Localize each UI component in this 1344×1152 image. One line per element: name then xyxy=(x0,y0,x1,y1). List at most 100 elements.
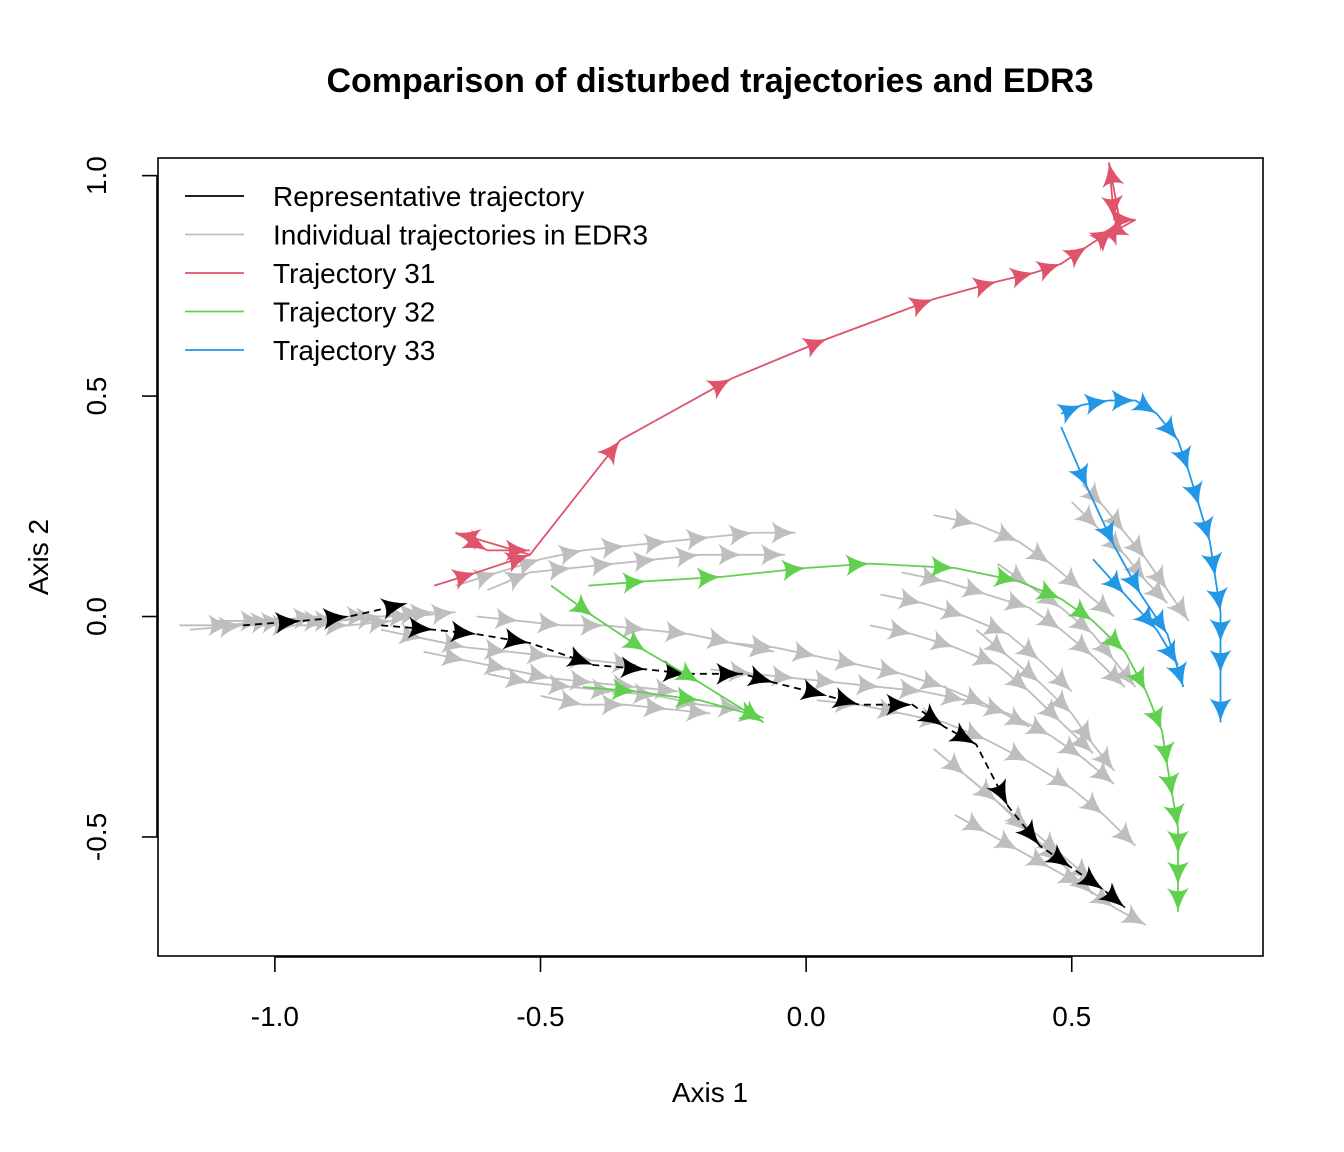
trajectory-arrowhead xyxy=(526,642,552,665)
trajectory-arrowhead xyxy=(322,607,350,630)
trajectory-arrowhead xyxy=(831,687,860,709)
legend-label: Trajectory 32 xyxy=(273,297,435,328)
trajectory-arrowhead xyxy=(589,555,615,578)
trajectory-arrowhead xyxy=(503,571,530,592)
trajectory-arrowhead xyxy=(1044,843,1072,868)
trajectory-arrowhead xyxy=(389,605,413,628)
trajectory-arrowhead xyxy=(1070,718,1093,745)
trajectory-arrowhead xyxy=(1101,194,1123,220)
trajectory-arrowhead xyxy=(379,598,408,620)
trajectory-arrowhead xyxy=(596,440,621,466)
trajectory-arrowhead xyxy=(685,700,711,722)
trajectory-arrowhead xyxy=(950,508,977,530)
trajectory-line xyxy=(901,571,1126,688)
x-tick-label: -1.0 xyxy=(251,1001,299,1032)
trajectory-arrowhead xyxy=(1034,579,1062,600)
trajectory-arrowhead xyxy=(673,661,700,683)
trajectory-arrowhead xyxy=(1122,555,1147,582)
trajectory-arrowhead xyxy=(1024,714,1051,736)
trajectory-arrowhead xyxy=(240,609,265,632)
trajectory-arrowhead xyxy=(1094,519,1115,546)
trajectory-arrowhead xyxy=(1154,414,1178,441)
trajectory-arrowhead xyxy=(718,543,743,566)
trajectory-arrowhead xyxy=(781,559,807,582)
trajectory-arrowhead xyxy=(1102,162,1125,189)
y-axis: -0.5 0.0 0.5 1.0 xyxy=(81,156,158,861)
trajectory-arrowhead xyxy=(1142,578,1168,604)
trajectory-series xyxy=(242,598,408,634)
trajectory-arrowhead xyxy=(525,662,552,685)
trajectory-arrowhead xyxy=(1056,734,1083,758)
trajectory-arrowhead xyxy=(1088,592,1115,617)
trajectory-arrowhead xyxy=(1167,861,1189,886)
trajectory-arrowhead xyxy=(812,669,838,692)
trajectory-series xyxy=(588,554,1189,912)
y-tick-label: -0.5 xyxy=(81,813,112,861)
legend-item: Representative trajectory xyxy=(185,181,584,212)
trajectory-arrowhead xyxy=(450,569,477,591)
trajectory-arrowhead xyxy=(960,811,987,833)
legend-label: Representative trajectory xyxy=(273,181,584,212)
trajectory-arrowhead xyxy=(292,607,318,630)
trajectory-arrowhead xyxy=(760,543,785,566)
trajectory-series xyxy=(689,627,1030,728)
trajectory-arrowhead xyxy=(706,627,732,649)
trajectory-series xyxy=(880,587,1073,693)
trajectory-arrowhead xyxy=(1008,267,1035,289)
trajectory-arrowhead xyxy=(1014,636,1040,661)
trajectory-arrowhead xyxy=(1167,887,1189,912)
trajectory-arrowhead xyxy=(727,524,753,547)
trajectory-arrowhead xyxy=(1125,665,1147,692)
trajectory-arrowhead xyxy=(674,686,700,708)
trajectory-arrowhead xyxy=(981,614,1008,636)
y-axis-label: Axis 2 xyxy=(23,519,54,595)
legend-label: Trajectory 31 xyxy=(273,258,435,289)
trajectory-arrowhead xyxy=(1170,444,1192,472)
trajectory-arrowhead xyxy=(1046,688,1072,714)
trajectory-arrowhead xyxy=(1004,807,1030,833)
trajectory-arrowhead xyxy=(1067,610,1093,635)
trajectory-arrowhead xyxy=(1119,903,1147,926)
trajectory-arrowhead xyxy=(1024,846,1051,868)
trajectory-series xyxy=(1055,389,1232,723)
trajectory-arrowhead xyxy=(1045,766,1072,789)
trajectory-arrowhead xyxy=(461,529,488,551)
x-tick-label: -0.5 xyxy=(516,1001,564,1032)
trajectory-arrowhead xyxy=(992,828,1019,851)
trajectory-arrowhead xyxy=(876,697,902,720)
trajectory-arrowhead xyxy=(449,620,477,643)
trajectory-arrowhead xyxy=(557,544,583,567)
trajectory-arrowhead xyxy=(1003,590,1030,612)
trajectory-series xyxy=(381,616,1126,909)
trajectory-arrowhead xyxy=(1056,864,1083,886)
trajectory-arrowhead xyxy=(992,565,1019,588)
legend-item: Trajectory 33 xyxy=(185,335,435,366)
chart-title: Comparison of disturbed trajectories and… xyxy=(326,62,1093,100)
trajectory-arrowhead xyxy=(1055,403,1083,425)
trajectory-arrowhead xyxy=(948,722,977,745)
y-tick-label: 0.0 xyxy=(81,597,112,636)
trajectory-arrowhead xyxy=(504,667,530,689)
trajectory-arrowhead xyxy=(1165,594,1189,621)
trajectory-series xyxy=(1079,481,1190,622)
trajectory-arrowhead xyxy=(1099,662,1125,688)
trajectory-series xyxy=(710,660,1115,785)
trajectory-arrowhead xyxy=(1075,866,1104,890)
x-axis-label: Axis 1 xyxy=(672,1077,748,1108)
trajectory-arrowhead xyxy=(771,521,796,544)
trajectory-arrowhead xyxy=(833,649,860,671)
trajectory-arrowhead xyxy=(918,669,945,691)
trajectory-arrowhead xyxy=(1068,728,1093,754)
trajectory-arrowhead xyxy=(1067,598,1093,621)
trajectory-arrowhead xyxy=(482,653,509,676)
trajectory-arrowhead xyxy=(1068,462,1089,489)
trajectory-arrowhead xyxy=(304,609,328,632)
trajectory-line xyxy=(242,602,408,627)
trajectory-arrowhead xyxy=(1130,391,1157,414)
trajectory-arrowhead xyxy=(1152,741,1175,767)
trajectory-arrowhead xyxy=(1079,481,1104,507)
trajectory-arrowhead xyxy=(981,695,1008,717)
trajectory-arrowhead xyxy=(568,669,594,692)
trajectory-arrowhead xyxy=(1209,698,1232,723)
trajectory-series xyxy=(455,521,796,591)
